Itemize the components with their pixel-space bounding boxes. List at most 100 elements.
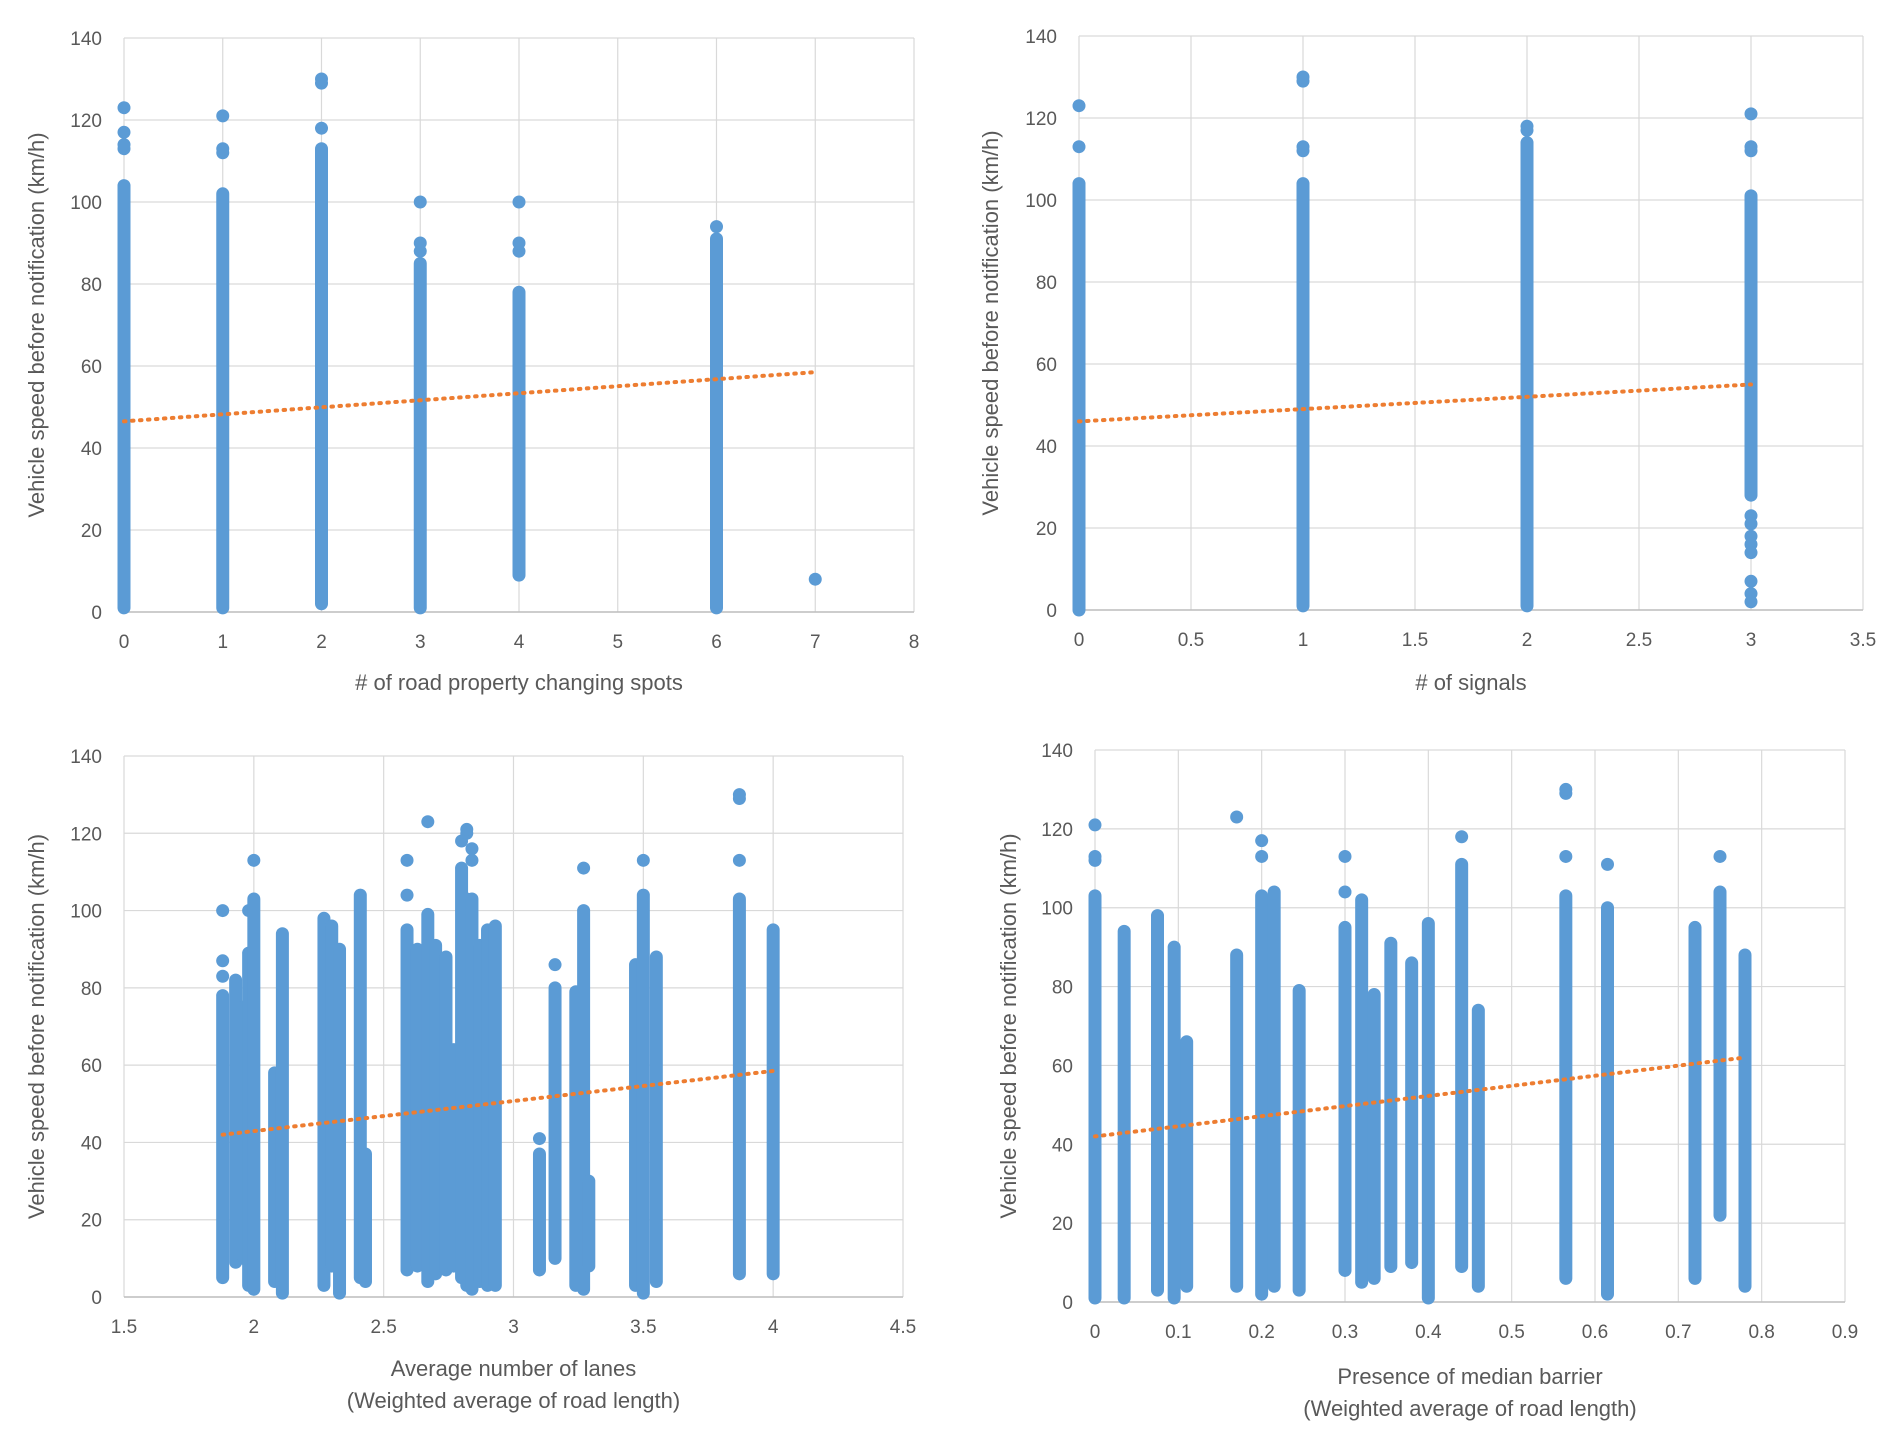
data-column (421, 815, 435, 1289)
y-tick-label: 100 (1025, 191, 1057, 212)
x-tick-label: 2 (1522, 630, 1533, 651)
data-point (413, 195, 427, 209)
x-tick-label: 6 (711, 632, 722, 653)
x-tick-label: 8 (909, 632, 920, 653)
y-tick-label: 140 (70, 747, 102, 768)
chart-panel-2: 0 20 40 60 80 100 120 140 0 0.5 1 1.5 2 2.5 3 3.5 Vehicl… (978, 27, 1876, 695)
y-axis-title: Vehicle speed before notification (km/h) (24, 834, 49, 1219)
x-tick-label: 1 (217, 632, 228, 653)
y-tick-label: 0 (1062, 1293, 1073, 1314)
y-tick-label: 20 (1052, 1214, 1073, 1235)
data-column (1072, 99, 1086, 617)
data-point (1601, 857, 1614, 871)
x-tick-label: 2.5 (370, 1317, 396, 1338)
data-point (216, 142, 230, 156)
data-column (710, 220, 723, 615)
data-column (400, 853, 414, 1277)
data-point (1744, 517, 1758, 531)
y-tick-label: 40 (81, 439, 102, 460)
x-tick-label: 4 (514, 632, 525, 653)
data-column (532, 1132, 546, 1277)
y-tick-label: 80 (1036, 273, 1057, 294)
data-point (732, 788, 746, 802)
y-tick-label: 40 (81, 1133, 102, 1154)
data-point (710, 220, 723, 234)
data-point (465, 853, 479, 867)
data-point (1230, 810, 1244, 824)
data-column (1601, 857, 1614, 1301)
data-point (117, 101, 131, 115)
data-point (1744, 595, 1758, 609)
data-point (216, 954, 230, 968)
data-point (1088, 818, 1102, 832)
data-point (1072, 140, 1086, 154)
x-tick-label: 0.2 (1248, 1322, 1274, 1343)
data-point (1296, 140, 1310, 154)
x-tick-label: 0.4 (1415, 1322, 1442, 1343)
y-tick-label: 0 (91, 603, 102, 624)
y-tick-label: 60 (1036, 355, 1057, 376)
x-tick-label: 0.7 (1665, 1322, 1691, 1343)
data-point (1255, 849, 1269, 863)
x-tick-label: 5 (612, 632, 623, 653)
data-point (1744, 140, 1758, 154)
data-point (512, 195, 526, 209)
data-column (1455, 830, 1469, 1274)
data-column (117, 101, 131, 615)
y-axis-title: Vehicle speed before notification (km/h) (996, 833, 1021, 1218)
x-tick-label: 0.6 (1582, 1322, 1608, 1343)
data-point (247, 853, 261, 867)
data-point (460, 822, 474, 836)
y-tick-label: 80 (81, 979, 102, 1000)
data-column (548, 958, 562, 1265)
x-tick-label: 0.5 (1498, 1322, 1524, 1343)
data-column (512, 195, 526, 582)
data-point (1296, 70, 1310, 84)
x-tick-label: 2 (316, 632, 327, 653)
data-point (413, 236, 427, 250)
data-point (315, 72, 328, 86)
y-tick-label: 0 (91, 1288, 102, 1309)
y-tick-label: 140 (1041, 741, 1073, 762)
y-tick-label: 60 (1052, 1056, 1073, 1077)
y-tick-label: 120 (1041, 820, 1073, 841)
data-column (1255, 834, 1269, 1301)
y-tick-label: 80 (1052, 978, 1073, 999)
data-point (1088, 849, 1102, 863)
data-point (400, 853, 414, 867)
data-point (117, 138, 131, 152)
chart-panel-4: 0 20 40 60 80 100 120 140 0 0.1 0.2 0.3 0.4 0.5 0.6 0.7… (996, 741, 1858, 1421)
data-point (577, 861, 591, 875)
data-column (636, 853, 650, 1300)
y-tick-label: 60 (81, 357, 102, 378)
y-tick-label: 100 (70, 193, 102, 214)
data-column (216, 904, 230, 1285)
data-column (315, 72, 328, 611)
data-point (315, 121, 328, 135)
data-point (1455, 830, 1469, 844)
x-axis-title: Presence of median barrier (1337, 1364, 1602, 1389)
data-point (1713, 849, 1727, 863)
x-tick-label: 3 (415, 632, 426, 653)
data-point (1559, 849, 1573, 863)
x-tick-label: 3 (508, 1317, 519, 1338)
y-tick-label: 20 (1036, 519, 1057, 540)
x-tick-label: 0 (119, 632, 130, 653)
data-point (512, 236, 526, 250)
data-point (117, 125, 131, 139)
x-tick-label: 0 (1090, 1322, 1101, 1343)
x-tick-label: 1.5 (111, 1317, 137, 1338)
data-column (247, 853, 261, 1296)
y-tick-label: 140 (1025, 27, 1057, 48)
y-tick-label: 120 (70, 824, 102, 845)
data-column (1713, 849, 1727, 1222)
data-point (1520, 119, 1534, 133)
x-tick-label: 0.9 (1832, 1322, 1858, 1343)
y-axis-title: Vehicle speed before notification (km/h) (24, 132, 49, 517)
x-tick-label: 0.5 (1178, 630, 1204, 651)
data-point (421, 815, 435, 829)
data-point (636, 853, 650, 867)
data-point (532, 1132, 546, 1146)
y-tick-label: 40 (1036, 437, 1057, 458)
